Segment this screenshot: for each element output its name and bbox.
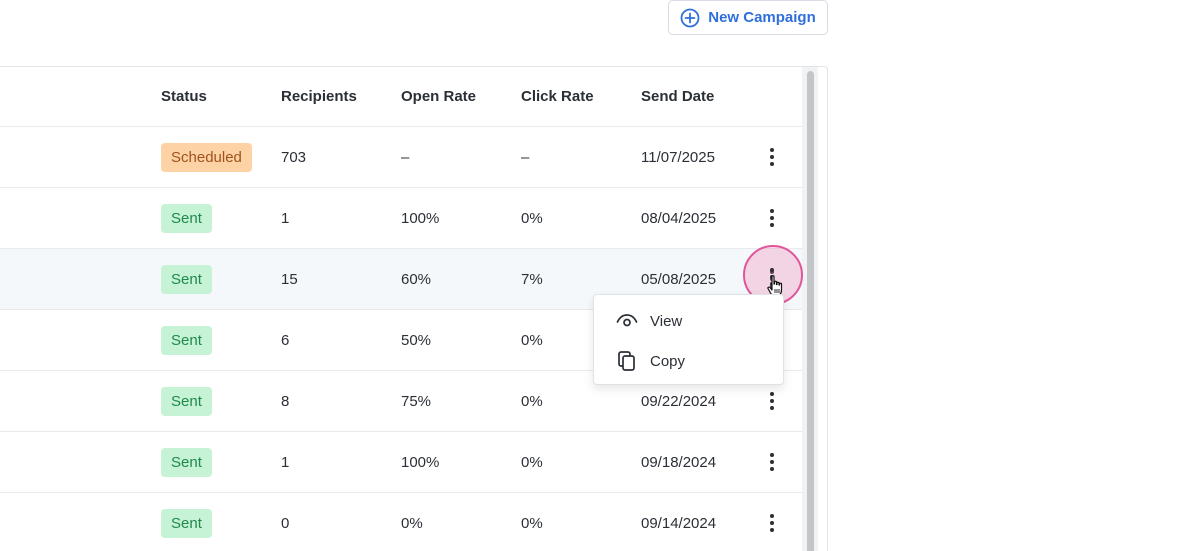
send-date-cell: 11/07/2025 [641,148,715,166]
click-rate-cell: 0% [521,331,543,349]
column-header-send-date[interactable]: Send Date [641,88,715,105]
row-actions-kebab-icon[interactable] [762,389,782,413]
open-rate-cell: 100% [401,209,440,227]
column-header-open-rate[interactable]: Open Rate [401,88,477,105]
open-rate-cell: 0% [401,514,423,532]
status-badge: Scheduled [161,142,252,172]
table-row[interactable]: Sent 0 0% 0% 09/14/2024 [0,493,811,551]
row-actions-menu: View Copy [593,294,784,385]
recipients-cell: 6 [281,331,290,349]
click-rate-cell: – [521,148,530,166]
column-header-recipients[interactable]: Recipients [281,88,357,105]
recipients-cell: 8 [281,392,290,410]
scrollbar-thumb[interactable] [807,71,814,551]
eye-icon [616,314,638,327]
send-date-cell: 09/18/2024 [641,453,717,471]
open-rate-cell: 75% [401,392,432,410]
table-row[interactable]: Sent 8 75% 0% 09/22/2024 [0,371,811,432]
click-rate-cell: 0% [521,209,543,227]
status-badge: Sent [161,447,212,477]
recipients-cell: 1 [281,453,290,471]
new-campaign-button[interactable]: New Campaign [668,0,828,35]
open-rate-cell: – [401,148,410,166]
vertical-scrollbar[interactable] [802,67,818,551]
recipients-cell: 15 [281,270,298,288]
status-badge: Sent [161,325,212,355]
open-rate-cell: 50% [401,331,432,349]
new-campaign-label: New Campaign [708,9,816,26]
row-actions-kebab-icon[interactable] [762,511,782,535]
send-date-cell: 09/14/2024 [641,514,717,532]
open-rate-cell: 100% [401,453,440,471]
recipients-cell: 1 [281,209,290,227]
table-row[interactable]: Sent 1 100% 0% 09/18/2024 [0,432,811,493]
send-date-cell: 08/04/2025 [641,209,717,227]
menu-item-label: Copy [650,352,686,370]
menu-item-label: View [650,312,683,330]
campaigns-table: Status Recipients Open Rate Click Rate S… [0,66,828,551]
send-date-cell: 09/22/2024 [641,392,717,410]
row-actions-kebab-icon[interactable] [762,206,782,230]
recipients-cell: 703 [281,148,307,166]
table-header-row: Status Recipients Open Rate Click Rate S… [0,67,811,127]
copy-icon [618,351,635,371]
click-rate-cell: 7% [521,270,543,288]
table-row[interactable]: Sent 1 100% 0% 08/04/2025 [0,188,811,249]
status-badge: Sent [161,386,212,416]
click-rate-cell: 0% [521,392,543,410]
send-date-cell: 05/08/2025 [641,270,717,288]
menu-item-copy[interactable]: Copy [594,341,783,381]
open-rate-cell: 60% [401,270,432,288]
recipients-cell: 0 [281,514,290,532]
table-row[interactable]: Sent 6 50% 0% [0,310,811,371]
row-actions-kebab-icon[interactable] [762,450,782,474]
status-badge: Sent [161,264,212,294]
table-row[interactable]: Scheduled 703 – – 11/07/2025 [0,127,811,188]
click-rate-cell: 0% [521,514,543,532]
status-badge: Sent [161,203,212,233]
hand-pointer-cursor-icon [767,275,783,297]
row-actions-kebab-icon[interactable] [762,145,782,169]
column-header-click-rate[interactable]: Click Rate [521,88,594,105]
status-badge: Sent [161,508,212,538]
plus-circle-icon [680,8,700,27]
column-header-status[interactable]: Status [161,88,207,105]
menu-item-view[interactable]: View [594,301,783,341]
click-rate-cell: 0% [521,453,543,471]
